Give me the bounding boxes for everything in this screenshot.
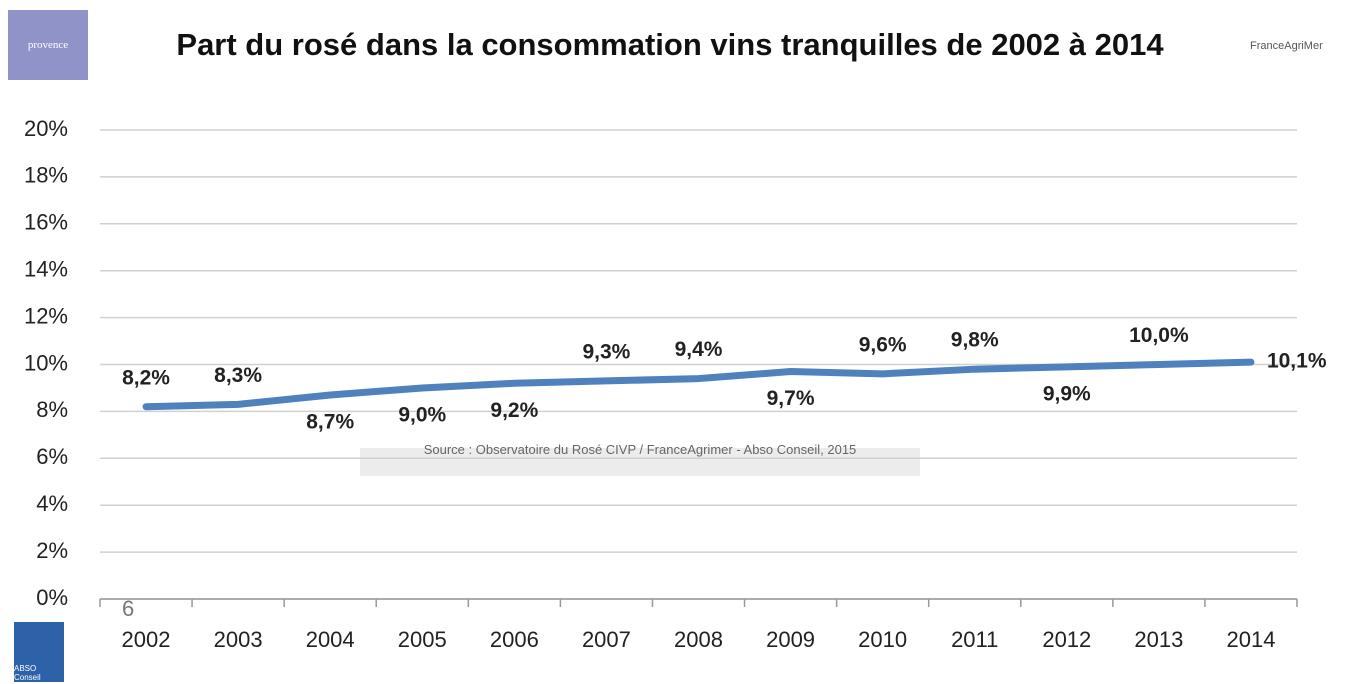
x-tick-label: 2002: [122, 627, 171, 652]
data-label: 9,2%: [490, 399, 538, 422]
x-tick-label: 2004: [306, 627, 355, 652]
y-tick-label: 4%: [36, 491, 68, 516]
x-tick-label: 2006: [490, 627, 539, 652]
y-tick-label: 0%: [36, 585, 68, 610]
x-tick-label: 2012: [1042, 627, 1091, 652]
source-note: Source : Observatoire du Rosé CIVP / Fra…: [423, 442, 857, 457]
y-tick-label: 6%: [36, 444, 68, 469]
y-tick-label: 10%: [24, 350, 68, 375]
y-tick-label: 14%: [24, 257, 68, 282]
x-tick-label: 2011: [951, 627, 998, 652]
data-label: 8,7%: [306, 411, 354, 434]
x-tick-label: 2008: [674, 627, 723, 652]
x-tick-label: 2013: [1134, 627, 1183, 652]
data-label: 9,3%: [582, 340, 630, 363]
data-line: [142, 358, 1255, 411]
logo: FranceAgriMer: [1250, 40, 1323, 52]
source-box: [360, 448, 920, 476]
x-tick-label: 2010: [858, 627, 907, 652]
data-label: 9,4%: [675, 338, 723, 361]
data-label: 10,1%: [1267, 350, 1327, 373]
chart-title: Part du rosé dans la consommation vins t…: [176, 27, 1164, 62]
y-tick-label: 20%: [24, 116, 68, 141]
data-label: 9,0%: [398, 403, 446, 426]
y-tick-label: 16%: [24, 210, 68, 235]
page-number: 6: [122, 596, 135, 621]
data-label: 9,8%: [951, 329, 999, 352]
data-label: 9,6%: [859, 333, 907, 356]
x-tick-label: 2003: [214, 627, 263, 652]
logo: provence: [8, 10, 88, 80]
y-tick-label: 2%: [36, 538, 68, 563]
data-label: 9,7%: [767, 387, 815, 410]
x-tick-label: 2009: [766, 627, 815, 652]
y-tick-label: 18%: [24, 163, 68, 188]
data-label: 8,3%: [214, 364, 262, 387]
data-label: 8,2%: [122, 366, 170, 389]
logo: ABSO Conseil: [14, 622, 64, 682]
data-label: 10,0%: [1129, 324, 1189, 347]
data-label: 9,9%: [1043, 382, 1091, 405]
y-tick-label: 8%: [36, 397, 68, 422]
x-tick-label: 2014: [1226, 627, 1275, 652]
x-tick-label: 2007: [582, 627, 631, 652]
y-tick-label: 12%: [24, 303, 68, 328]
x-tick-label: 2005: [398, 627, 447, 652]
